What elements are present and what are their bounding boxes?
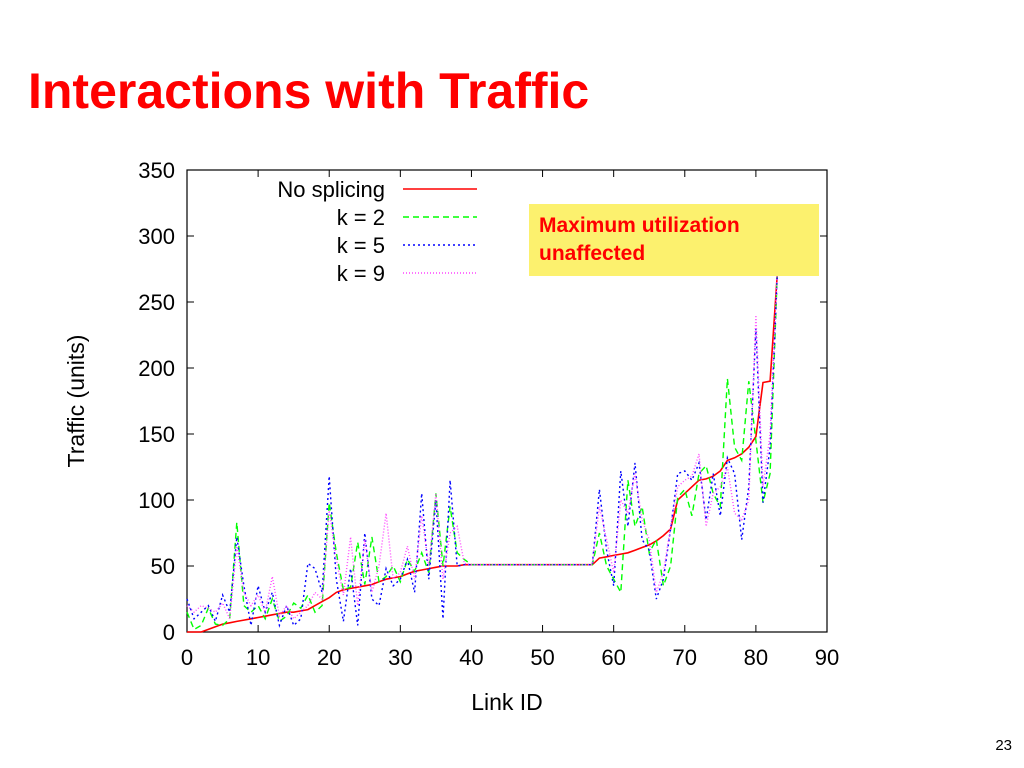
x-tick-label: 10 <box>246 645 270 670</box>
series-lines <box>186 275 778 633</box>
series-line-0 <box>187 275 778 633</box>
x-axis-ticks: 0 10 20 30 40 50 60 70 80 90 <box>181 170 839 670</box>
y-tick-label: 200 <box>138 356 175 381</box>
x-tick-label: 40 <box>459 645 483 670</box>
callout-line-2: unaffected <box>539 242 646 265</box>
x-tick-label: 30 <box>388 645 412 670</box>
series-line-3 <box>186 275 778 622</box>
callout-box: Maximum utilization unaffected <box>529 204 819 276</box>
y-tick-label: 350 <box>138 158 175 183</box>
series-line-2 <box>186 275 778 628</box>
y-tick-label: 150 <box>138 422 175 447</box>
legend-label: k = 2 <box>337 205 385 230</box>
callout-line-1: Maximum utilization <box>539 214 740 237</box>
legend-label: k = 5 <box>337 233 385 258</box>
x-tick-label: 50 <box>530 645 554 670</box>
y-tick-label: 100 <box>138 488 175 513</box>
y-tick-label: 250 <box>138 290 175 315</box>
x-axis-label: Link ID <box>471 689 543 715</box>
x-tick-label: 20 <box>317 645 341 670</box>
y-tick-label: 0 <box>163 620 175 645</box>
slide-title: Interactions with Traffic <box>28 63 590 119</box>
x-tick-label: 80 <box>744 645 768 670</box>
plot-area-frame <box>186 169 828 633</box>
x-tick-label: 0 <box>181 645 193 670</box>
chart-legend: No splicing k = 2 k = 5 k = 9 <box>277 177 477 286</box>
x-tick-label: 70 <box>673 645 697 670</box>
legend-label: No splicing <box>277 177 385 202</box>
y-axis-label: Traffic (units) <box>63 335 89 468</box>
y-axis-ticks: 0 50 100 150 200 250 300 350 <box>138 158 827 645</box>
legend-label: k = 9 <box>337 261 385 286</box>
series-line-1 <box>186 275 778 631</box>
x-tick-label: 90 <box>815 645 839 670</box>
y-tick-label: 50 <box>151 554 175 579</box>
page-number: 23 <box>995 737 1012 754</box>
x-tick-label: 60 <box>601 645 625 670</box>
y-tick-label: 300 <box>138 224 175 249</box>
